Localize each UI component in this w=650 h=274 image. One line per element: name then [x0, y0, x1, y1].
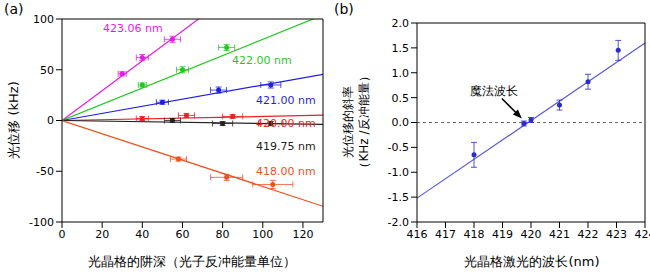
- svg-text:-1.5: -1.5: [388, 191, 409, 204]
- svg-text:(a): (a): [8, 1, 24, 17]
- svg-text:423: 423: [606, 228, 627, 241]
- svg-text:-50: -50: [36, 165, 54, 178]
- svg-text:光晶格激光的波长(nm): 光晶格激光的波长(nm): [464, 254, 599, 269]
- svg-text:(b): (b): [334, 1, 354, 17]
- svg-text:419.75 nm: 419.75 nm: [256, 140, 316, 153]
- svg-text:420.00 nm: 420.00 nm: [256, 117, 316, 130]
- svg-text:421.00 nm: 421.00 nm: [256, 94, 316, 107]
- svg-text:100: 100: [252, 228, 273, 241]
- svg-text:0: 0: [47, 114, 54, 127]
- svg-text:-2.0: -2.0: [388, 216, 409, 229]
- svg-text:416: 416: [407, 228, 428, 241]
- svg-text:魔法波长: 魔法波长: [470, 84, 518, 98]
- svg-text:423.06 nm: 423.06 nm: [103, 22, 163, 35]
- svg-text:20: 20: [95, 228, 109, 241]
- svg-text:120: 120: [292, 228, 313, 241]
- svg-text:（KHz /反冲能量）: （KHz /反冲能量）: [357, 70, 371, 173]
- svg-text:光位移的斜率: 光位移的斜率: [341, 86, 355, 158]
- svg-text:0: 0: [59, 228, 66, 241]
- svg-text:80: 80: [216, 228, 230, 241]
- svg-text:424: 424: [635, 228, 643, 241]
- svg-text:光晶格的阱深（光子反冲能量单位）: 光晶格的阱深（光子反冲能量单位）: [88, 254, 296, 269]
- svg-text:420: 420: [521, 228, 542, 241]
- svg-text:光位移 (kHz): 光位移 (kHz): [8, 81, 21, 158]
- svg-text:0.0: 0.0: [392, 116, 410, 129]
- svg-text:-1.0: -1.0: [388, 166, 409, 179]
- svg-text:2.0: 2.0: [392, 17, 410, 30]
- svg-text:40: 40: [135, 228, 149, 241]
- svg-text:418.00 nm: 418.00 nm: [256, 165, 316, 178]
- svg-text:422: 422: [578, 228, 599, 241]
- svg-text:417: 417: [435, 228, 456, 241]
- svg-text:-0.5: -0.5: [388, 141, 409, 154]
- svg-text:1.5: 1.5: [392, 42, 410, 55]
- svg-text:1.0: 1.0: [392, 67, 410, 80]
- svg-text:422.00 nm: 422.00 nm: [232, 54, 292, 67]
- svg-text:60: 60: [175, 228, 189, 241]
- svg-text:421: 421: [549, 228, 570, 241]
- svg-text:0.5: 0.5: [392, 92, 410, 105]
- svg-text:419: 419: [492, 228, 513, 241]
- svg-text:-100: -100: [29, 216, 54, 229]
- svg-text:100: 100: [33, 13, 54, 26]
- svg-text:418: 418: [464, 228, 485, 241]
- svg-text:50: 50: [40, 64, 54, 77]
